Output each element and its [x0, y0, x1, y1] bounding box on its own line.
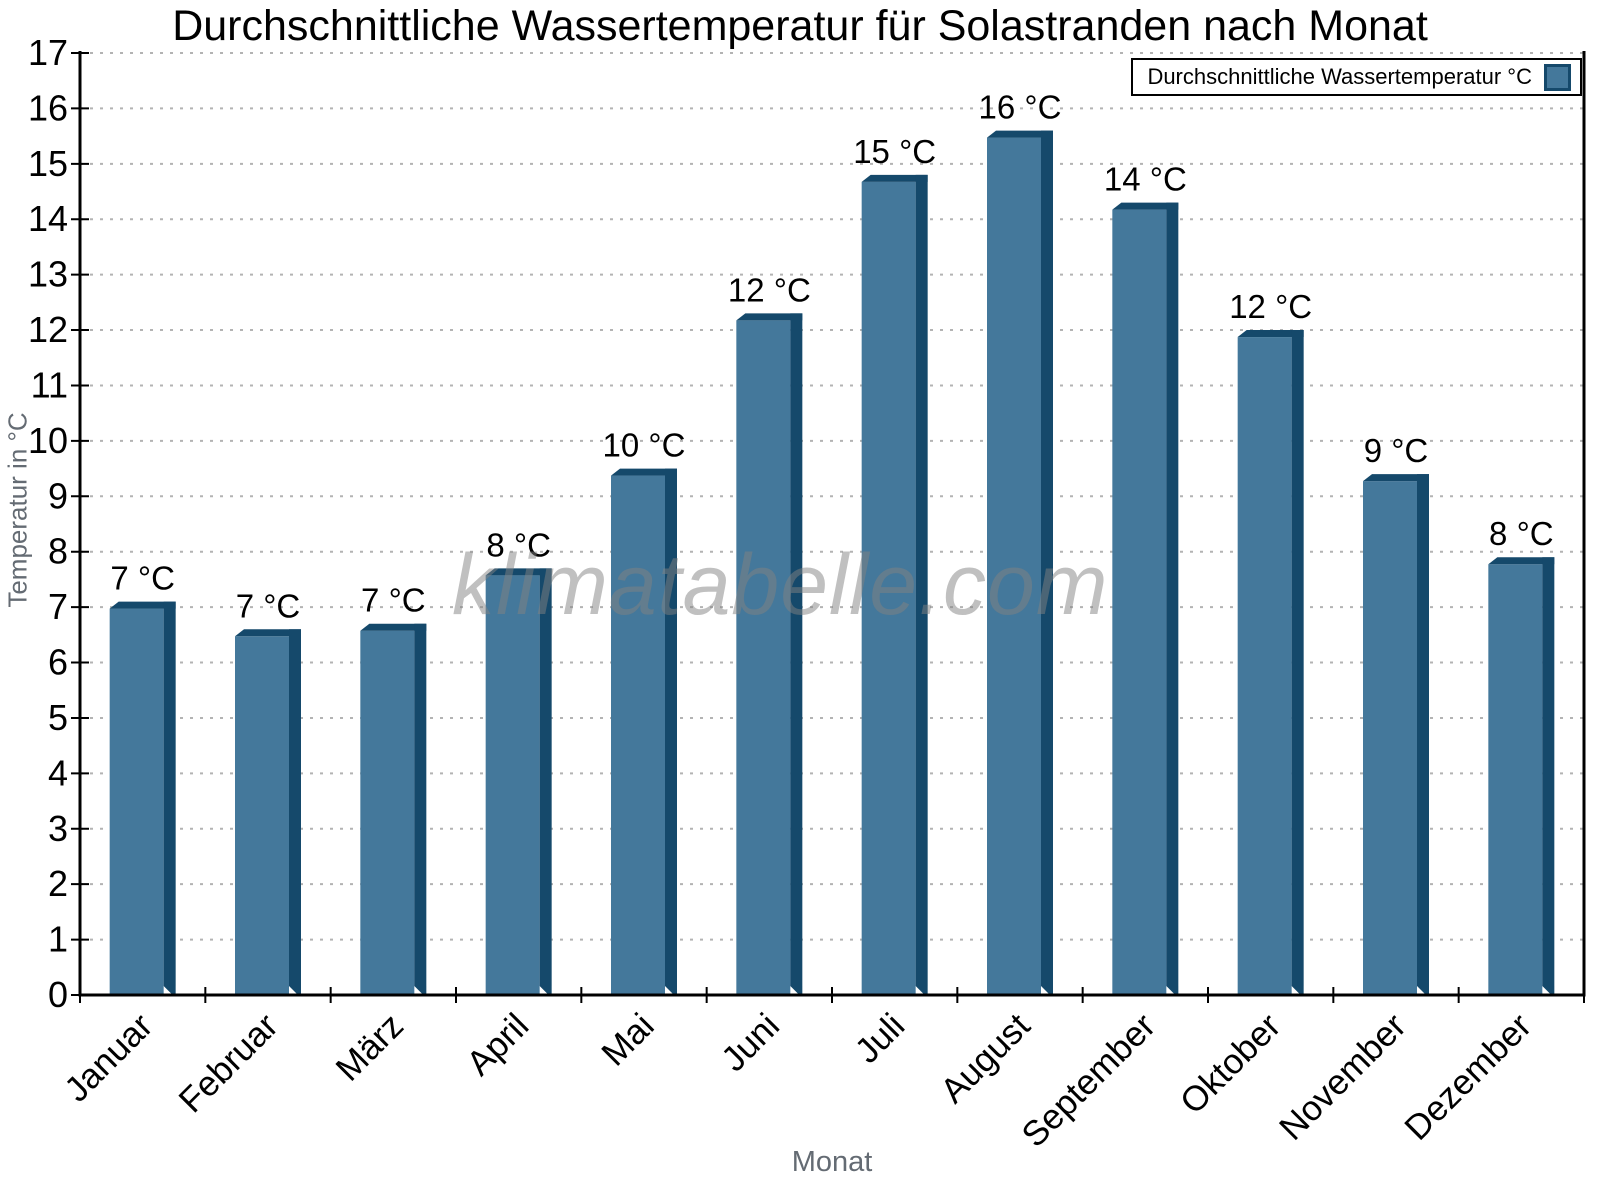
y-tick-label: 4 — [48, 752, 68, 793]
bar-right-edge — [414, 623, 427, 995]
legend-swatch-icon — [1544, 63, 1571, 91]
x-tick-label: Januar — [57, 1006, 160, 1109]
bar-top-edge — [1237, 330, 1304, 338]
bar-value-label: 15 °C — [853, 133, 936, 170]
bar-top-edge — [485, 568, 552, 576]
y-tick-label: 11 — [31, 364, 68, 405]
bar — [1112, 209, 1167, 996]
x-axis-title: Monat — [791, 1146, 873, 1178]
y-tick-label: 16 — [28, 87, 68, 128]
y-tick-label: 3 — [48, 808, 68, 849]
y-tick-label: 14 — [28, 198, 68, 239]
y-tick-label: 12 — [28, 309, 68, 350]
y-tick-label: 5 — [48, 697, 68, 738]
bar-value-label: 14 °C — [1104, 161, 1187, 198]
bar-value-label: 7 °C — [361, 582, 426, 619]
bar — [235, 636, 289, 995]
y-tick-label: 9 — [48, 475, 68, 516]
x-tick-label: Juni — [714, 1006, 787, 1079]
bar — [861, 181, 916, 995]
bar-value-label: 7 °C — [236, 587, 301, 624]
bar-right-edge — [289, 629, 301, 995]
bar-right-edge — [665, 468, 677, 995]
x-tick-label: Juli — [848, 1006, 913, 1071]
bar-top-edge — [736, 313, 803, 321]
y-tick-label: 13 — [28, 254, 68, 295]
bar-top-edge — [611, 468, 677, 476]
bar-value-label: 12 °C — [728, 271, 811, 308]
y-axis-title: Temperatur in °C — [2, 412, 33, 608]
bar — [360, 630, 415, 995]
legend-label: Durchschnittliche Wassertemperatur °C — [1147, 64, 1532, 89]
bar-right-edge — [1542, 557, 1555, 995]
bar-top-edge — [235, 629, 301, 637]
x-tick-label: Mai — [594, 1006, 661, 1073]
y-tick-label: 17 — [28, 32, 68, 73]
y-tick-label: 15 — [28, 143, 68, 184]
bar-value-label: 12 °C — [1229, 288, 1312, 325]
bar-value-label: 8 °C — [1489, 515, 1554, 552]
x-tick-label: März — [328, 1006, 411, 1089]
bar — [485, 575, 540, 995]
bar-right-edge — [790, 313, 803, 995]
x-tick-label: November — [1272, 1006, 1414, 1148]
bar-top-edge — [1488, 557, 1555, 565]
bar-top-edge — [1363, 474, 1429, 482]
y-tick-label: 10 — [28, 420, 68, 461]
bar-value-label: 10 °C — [603, 427, 686, 464]
y-tick-label: 0 — [48, 974, 68, 1015]
x-tick-label: April — [459, 1006, 536, 1083]
bar-right-edge — [1041, 130, 1053, 995]
bar — [611, 475, 665, 995]
x-tick-label: September — [1014, 1006, 1163, 1155]
y-tick-label: 1 — [48, 919, 68, 960]
bar-top-edge — [360, 623, 427, 631]
bar-right-edge — [1417, 474, 1429, 996]
bar-top-edge — [861, 174, 928, 182]
x-tick-label: Dezember — [1397, 1006, 1539, 1148]
bar — [736, 320, 791, 995]
bar — [987, 137, 1041, 995]
bar-right-edge — [539, 568, 552, 995]
bar-right-edge — [915, 174, 928, 995]
y-tick-label: 2 — [48, 863, 68, 904]
y-tick-label: 7 — [48, 586, 68, 627]
x-tick-label: Oktober — [1173, 1006, 1289, 1122]
x-tick-label: Februar — [171, 1006, 285, 1120]
bar-top-edge — [1112, 202, 1179, 210]
bar-value-label: 7 °C — [110, 560, 175, 597]
y-tick-label: 6 — [48, 642, 68, 683]
bar-top-edge — [109, 601, 176, 609]
x-tick-label: August — [933, 1006, 1038, 1111]
bar — [1363, 481, 1417, 996]
bar — [109, 608, 164, 995]
bar-value-label: 9 °C — [1364, 432, 1429, 469]
bar-top-edge — [987, 130, 1053, 138]
bar-value-label: 8 °C — [486, 526, 551, 563]
bar-right-edge — [1291, 330, 1304, 995]
chart-title: Durchschnittliche Wassertemperatur für S… — [172, 2, 1428, 50]
bar-value-label: 16 °C — [979, 89, 1062, 126]
bar-right-edge — [163, 601, 176, 995]
bar — [1237, 337, 1292, 995]
bar — [1488, 564, 1543, 995]
legend: Durchschnittliche Wassertemperatur °C — [1131, 58, 1582, 96]
y-tick-label: 8 — [48, 531, 68, 572]
bar-right-edge — [1166, 202, 1179, 996]
